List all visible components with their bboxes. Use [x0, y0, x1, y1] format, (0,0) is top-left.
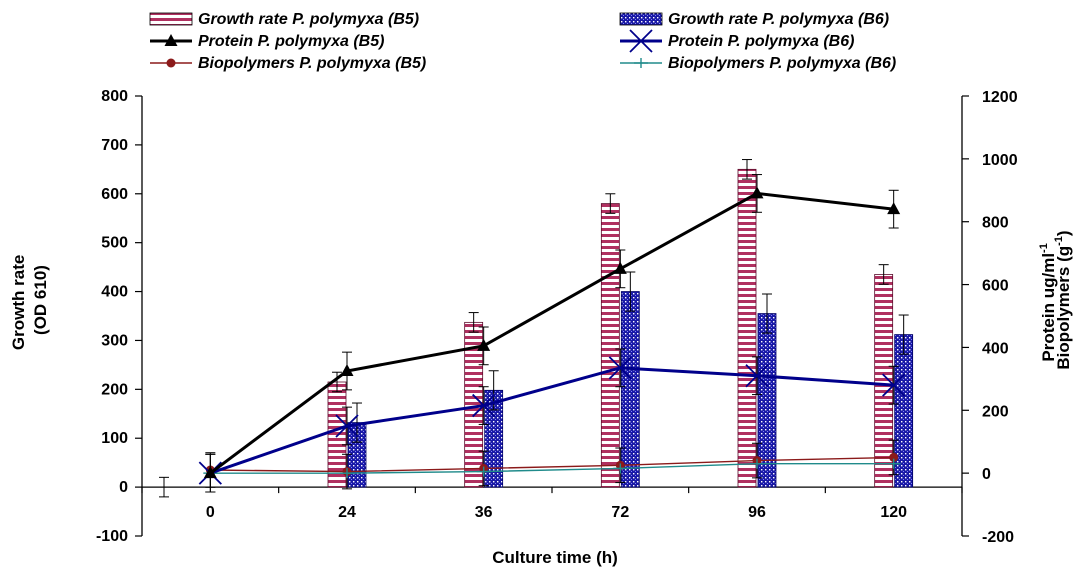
legend-label: Growth rate P. polymyxa (B6) — [668, 11, 889, 28]
y-left-tick-label: 300 — [101, 332, 128, 349]
y-axis-left-title-line2: (OD 610) — [31, 265, 50, 335]
y-left-tick-label: 500 — [101, 235, 128, 252]
data-point-triangle — [887, 202, 901, 215]
data-point-circle — [889, 452, 899, 462]
data-point-triangle — [477, 338, 491, 351]
superscript: -1 — [1038, 243, 1050, 253]
y-right-tick-label: 1000 — [982, 152, 1018, 169]
legend-label: Protein P. polymyxa (B6) — [668, 33, 854, 50]
legend-marker-x — [629, 29, 653, 53]
plot-area: 8007006005004003002001000-10012001000800… — [96, 88, 1018, 546]
data-point-triangle — [203, 466, 217, 479]
legend-swatch — [149, 12, 193, 26]
y-right-tick-label: 1200 — [982, 89, 1018, 106]
y-left-tick-label: 700 — [101, 137, 128, 154]
x-tick-label: 120 — [880, 504, 907, 521]
legend-entry: Biopolymers P. polymyxa (B5) — [150, 55, 426, 72]
y-right-tick-label: 200 — [982, 403, 1009, 420]
data-point-triangle — [750, 186, 764, 199]
y-left-tick-label: 400 — [101, 284, 128, 301]
data-point-x — [335, 414, 359, 438]
superscript: -1 — [1053, 236, 1065, 246]
series-line-x — [209, 366, 894, 475]
legend-entry: Protein P. polymyxa (B6) — [620, 29, 854, 53]
bar-b5-96 — [737, 168, 757, 488]
y-right-tick-label: 400 — [982, 340, 1009, 357]
y-axis-left-title: Growth rate (OD 610) — [9, 250, 50, 350]
legend-label: Growth rate P. polymyxa (B5) — [198, 11, 419, 28]
y-left-tick-label: 600 — [101, 186, 128, 203]
y-axis-right-title: Protein ug/ml-1 Biopolymers (g-1) — [1032, 230, 1073, 369]
y-left-tick-label: 800 — [101, 88, 128, 105]
y-left-tick-label: 100 — [101, 430, 128, 447]
series-line-circle — [210, 456, 894, 473]
y-right-tick-label: 0 — [982, 466, 991, 483]
legend-label: Protein P. polymyxa (B5) — [198, 33, 384, 50]
y-left-tick-label: 200 — [101, 381, 128, 398]
x-tick-label: 24 — [338, 504, 356, 521]
y-axis-right-title-line1: Protein ug/ml-1 — [1038, 243, 1058, 361]
data-point-x — [608, 356, 632, 380]
y-axis-right-title-line2: Biopolymers (g-1) — [1053, 230, 1073, 369]
y-right-tick-label: 600 — [982, 278, 1009, 295]
data-point-x — [882, 373, 906, 397]
bar-b5-72 — [600, 203, 620, 488]
series-line-triangle — [209, 191, 894, 475]
y-right-tick-label: 800 — [982, 215, 1009, 232]
y-left-tick-label: -100 — [96, 528, 128, 545]
y-axis-left-title-line1: Growth rate — [9, 255, 28, 350]
series-line-plus — [210, 463, 894, 474]
legend-label: Biopolymers P. polymyxa (B6) — [668, 55, 896, 72]
legend-entry: Growth rate P. polymyxa (B6) — [619, 11, 889, 28]
legend: Growth rate P. polymyxa (B5) Growth rate … — [149, 11, 896, 72]
superscript-rest: ) — [1054, 230, 1073, 236]
legend-entry: Protein P. polymyxa (B5) — [150, 33, 384, 50]
data-point-triangle — [613, 261, 627, 274]
legend-entry: Biopolymers P. polymyxa (B6) — [620, 55, 896, 72]
data-point-x — [472, 393, 496, 418]
data-point-triangle — [340, 364, 354, 376]
legend-label: Biopolymers P. polymyxa (B5) — [198, 55, 426, 72]
legend-marker-triangle — [164, 34, 178, 46]
y-right-tick-label: -200 — [982, 529, 1014, 546]
legend-swatch — [619, 12, 663, 26]
legend-entry: Growth rate P. polymyxa (B5) — [149, 11, 419, 28]
x-axis-title: Culture time (h) — [492, 548, 618, 567]
x-tick-label: 72 — [611, 504, 629, 521]
x-tick-label: 0 — [206, 504, 215, 521]
x-tick-label: 36 — [475, 504, 493, 521]
bar-b6-72 — [620, 291, 640, 488]
x-tick-label: 96 — [748, 504, 766, 521]
y-left-tick-label: 0 — [119, 479, 128, 496]
data-point-x — [745, 364, 769, 388]
legend-marker-circle — [166, 58, 176, 68]
